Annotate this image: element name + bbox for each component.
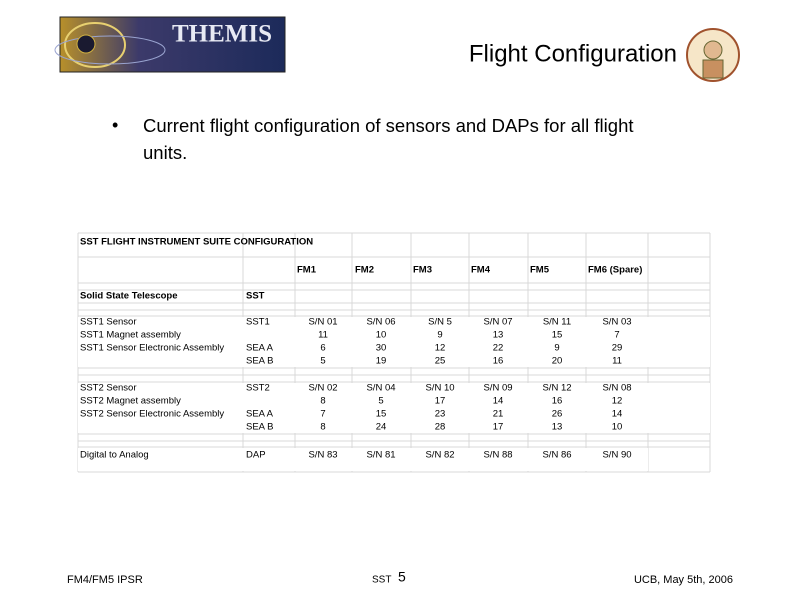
footer-center: SST — [372, 575, 391, 586]
cell-value: 10 — [612, 422, 623, 433]
cell-value: 26 — [552, 409, 563, 420]
grid-gap — [78, 317, 710, 367]
bullet-line: Current flight configuration of sensors … — [143, 115, 634, 136]
cell-value: 15 — [376, 409, 387, 420]
cell-value: S/N 02 — [308, 383, 337, 394]
cell-value: 8 — [320, 422, 325, 433]
column-header: FM3 — [413, 265, 432, 276]
section-unit: SST — [246, 291, 265, 302]
cell-value: 13 — [552, 422, 563, 433]
cell-value: S/N 5 — [428, 317, 452, 328]
bullet-line: units. — [143, 142, 187, 163]
column-header: FM6 (Spare) — [588, 265, 642, 276]
cell-value: 21 — [493, 409, 504, 420]
cell-value: 6 — [320, 343, 325, 354]
slide-title: Flight Configuration — [469, 40, 677, 67]
table-title: SST FLIGHT INSTRUMENT SUITE CONFIGURATIO… — [80, 237, 313, 248]
cell-value: 28 — [435, 422, 446, 433]
grid-gap — [78, 448, 648, 471]
cell-value: S/N 81 — [366, 450, 395, 461]
cell-value: 17 — [493, 422, 504, 433]
cell-value: S/N 07 — [483, 317, 512, 328]
cell-value: 10 — [376, 330, 387, 341]
cell-value: S/N 12 — [542, 383, 571, 394]
cell-value: S/N 90 — [602, 450, 631, 461]
cell-value: 9 — [437, 330, 442, 341]
cell-value: 11 — [612, 356, 622, 367]
cell-value: S/N 86 — [542, 450, 571, 461]
cell-value: 12 — [435, 343, 446, 354]
cell-value: 29 — [612, 343, 623, 354]
footer-left: FM4/FM5 IPSR — [67, 574, 143, 586]
cell-value: 30 — [376, 343, 387, 354]
cell-value: 17 — [435, 396, 446, 407]
row-label: SST1 Magnet assembly — [80, 330, 181, 341]
cell-value: S/N 06 — [366, 317, 395, 328]
grid-gap — [78, 383, 710, 433]
cell-value: S/N 10 — [425, 383, 454, 394]
cell-value: S/N 82 — [425, 450, 454, 461]
row-unit: SEA A — [246, 343, 274, 354]
cell-value: S/N 88 — [483, 450, 512, 461]
column-header: FM2 — [355, 265, 374, 276]
cell-value: 7 — [614, 330, 619, 341]
cell-value: 13 — [493, 330, 504, 341]
cell-value: 9 — [554, 343, 559, 354]
row-label: SST1 Sensor — [80, 317, 137, 328]
column-header: FM1 — [297, 265, 317, 276]
cell-value: 15 — [552, 330, 563, 341]
cell-value: 20 — [552, 356, 563, 367]
cell-value: 5 — [320, 356, 325, 367]
row-unit: SEA A — [246, 409, 274, 420]
row-label: Digital to Analog — [80, 450, 149, 461]
banner-logo: THEMIS — [54, 16, 286, 73]
cell-value: 24 — [376, 422, 387, 433]
cell-value: 25 — [435, 356, 446, 367]
cell-value: S/N 83 — [308, 450, 337, 461]
config-table: SST FLIGHT INSTRUMENT SUITE CONFIGURATIO… — [77, 232, 711, 473]
cell-value: 7 — [320, 409, 325, 420]
row-unit: SEA B — [246, 356, 273, 367]
row-unit: DAP — [246, 450, 266, 461]
row-label: SST1 Sensor Electronic Assembly — [80, 343, 224, 354]
cell-value: 19 — [376, 356, 387, 367]
page-number: 5 — [398, 569, 406, 585]
bullet-symbol: • — [112, 115, 118, 135]
row-unit: SST2 — [246, 383, 270, 394]
cell-value: S/N 01 — [308, 317, 337, 328]
cell-value: 16 — [493, 356, 504, 367]
row-label: SST2 Sensor — [80, 383, 137, 394]
column-header: FM4 — [471, 265, 491, 276]
cell-value: S/N 04 — [366, 383, 395, 394]
cell-value: S/N 08 — [602, 383, 631, 394]
row-unit: SEA B — [246, 422, 273, 433]
cell-value: S/N 11 — [543, 317, 571, 328]
cell-value: S/N 03 — [602, 317, 631, 328]
section-label: Solid State Telescope — [80, 291, 178, 302]
cell-value: 14 — [612, 409, 623, 420]
cell-value: 11 — [318, 330, 328, 341]
cell-value: 14 — [493, 396, 504, 407]
cell-value: 12 — [612, 396, 623, 407]
row-unit: SST1 — [246, 317, 270, 328]
cell-value: S/N 09 — [483, 383, 512, 394]
logo-text: THEMIS — [172, 21, 272, 48]
cell-value: 23 — [435, 409, 446, 420]
bullet-text: Current flight configuration of sensors … — [143, 115, 639, 163]
cell-value: 8 — [320, 396, 325, 407]
mascot-logo — [686, 28, 740, 82]
cell-value: 5 — [378, 396, 383, 407]
row-label: SST2 Magnet assembly — [80, 396, 181, 407]
cell-value: 16 — [552, 396, 563, 407]
cell-value: 22 — [493, 343, 504, 354]
footer-right: UCB, May 5th, 2006 — [634, 574, 733, 586]
row-label: SST2 Sensor Electronic Assembly — [80, 409, 224, 420]
column-header: FM5 — [530, 265, 550, 276]
